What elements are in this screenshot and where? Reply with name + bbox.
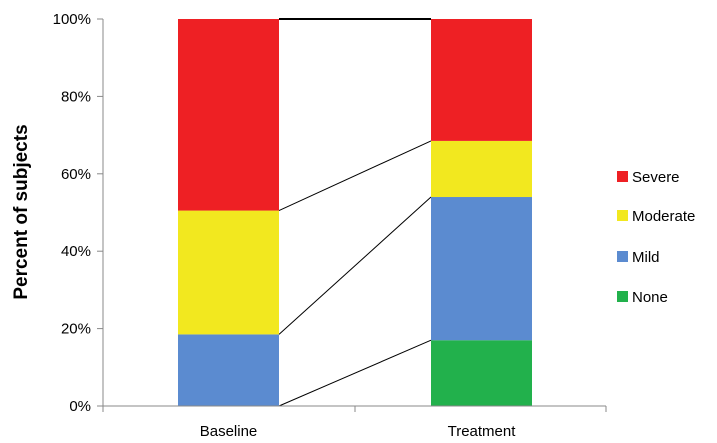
y-tick-label: 60% (61, 166, 91, 183)
bar-mild-treatment (431, 197, 532, 341)
x-labels: Baseline Treatment (200, 423, 517, 440)
bar-severe-baseline (178, 19, 279, 211)
bar-mild-baseline (178, 334, 279, 406)
legend-label-none: None (632, 289, 668, 306)
legend-label-severe: Severe (632, 169, 680, 186)
y-tick-label: 40% (61, 243, 91, 260)
legend-swatch-severe (617, 171, 628, 182)
y-tick-label: 100% (53, 11, 91, 28)
legend-swatch-mild (617, 251, 628, 262)
connector-line (278, 140, 432, 212)
legend-swatch-none (617, 291, 628, 302)
bar-none-treatment (431, 340, 532, 406)
bars (178, 19, 532, 406)
y-tick-label: 0% (69, 398, 91, 415)
y-tick-label: 80% (61, 88, 91, 105)
y-tick-label: 20% (61, 321, 91, 338)
x-category-label: Treatment (448, 423, 517, 440)
y-ticks: 0% 20% 40% 60% 80% 100% (53, 11, 607, 415)
bar-moderate-baseline (178, 210, 279, 335)
legend-label-moderate: Moderate (632, 208, 695, 225)
legend-swatch-moderate (617, 210, 628, 221)
connector-line (278, 196, 432, 335)
x-category-label: Baseline (200, 423, 258, 440)
legend: Severe Moderate Mild None (617, 169, 695, 306)
bar-moderate-treatment (431, 140, 532, 198)
connector-lines (278, 18, 432, 407)
legend-label-mild: Mild (632, 249, 660, 266)
bar-severe-treatment (431, 19, 532, 141)
connector-line (278, 339, 432, 407)
y-axis-label: Percent of subjects (11, 124, 32, 299)
